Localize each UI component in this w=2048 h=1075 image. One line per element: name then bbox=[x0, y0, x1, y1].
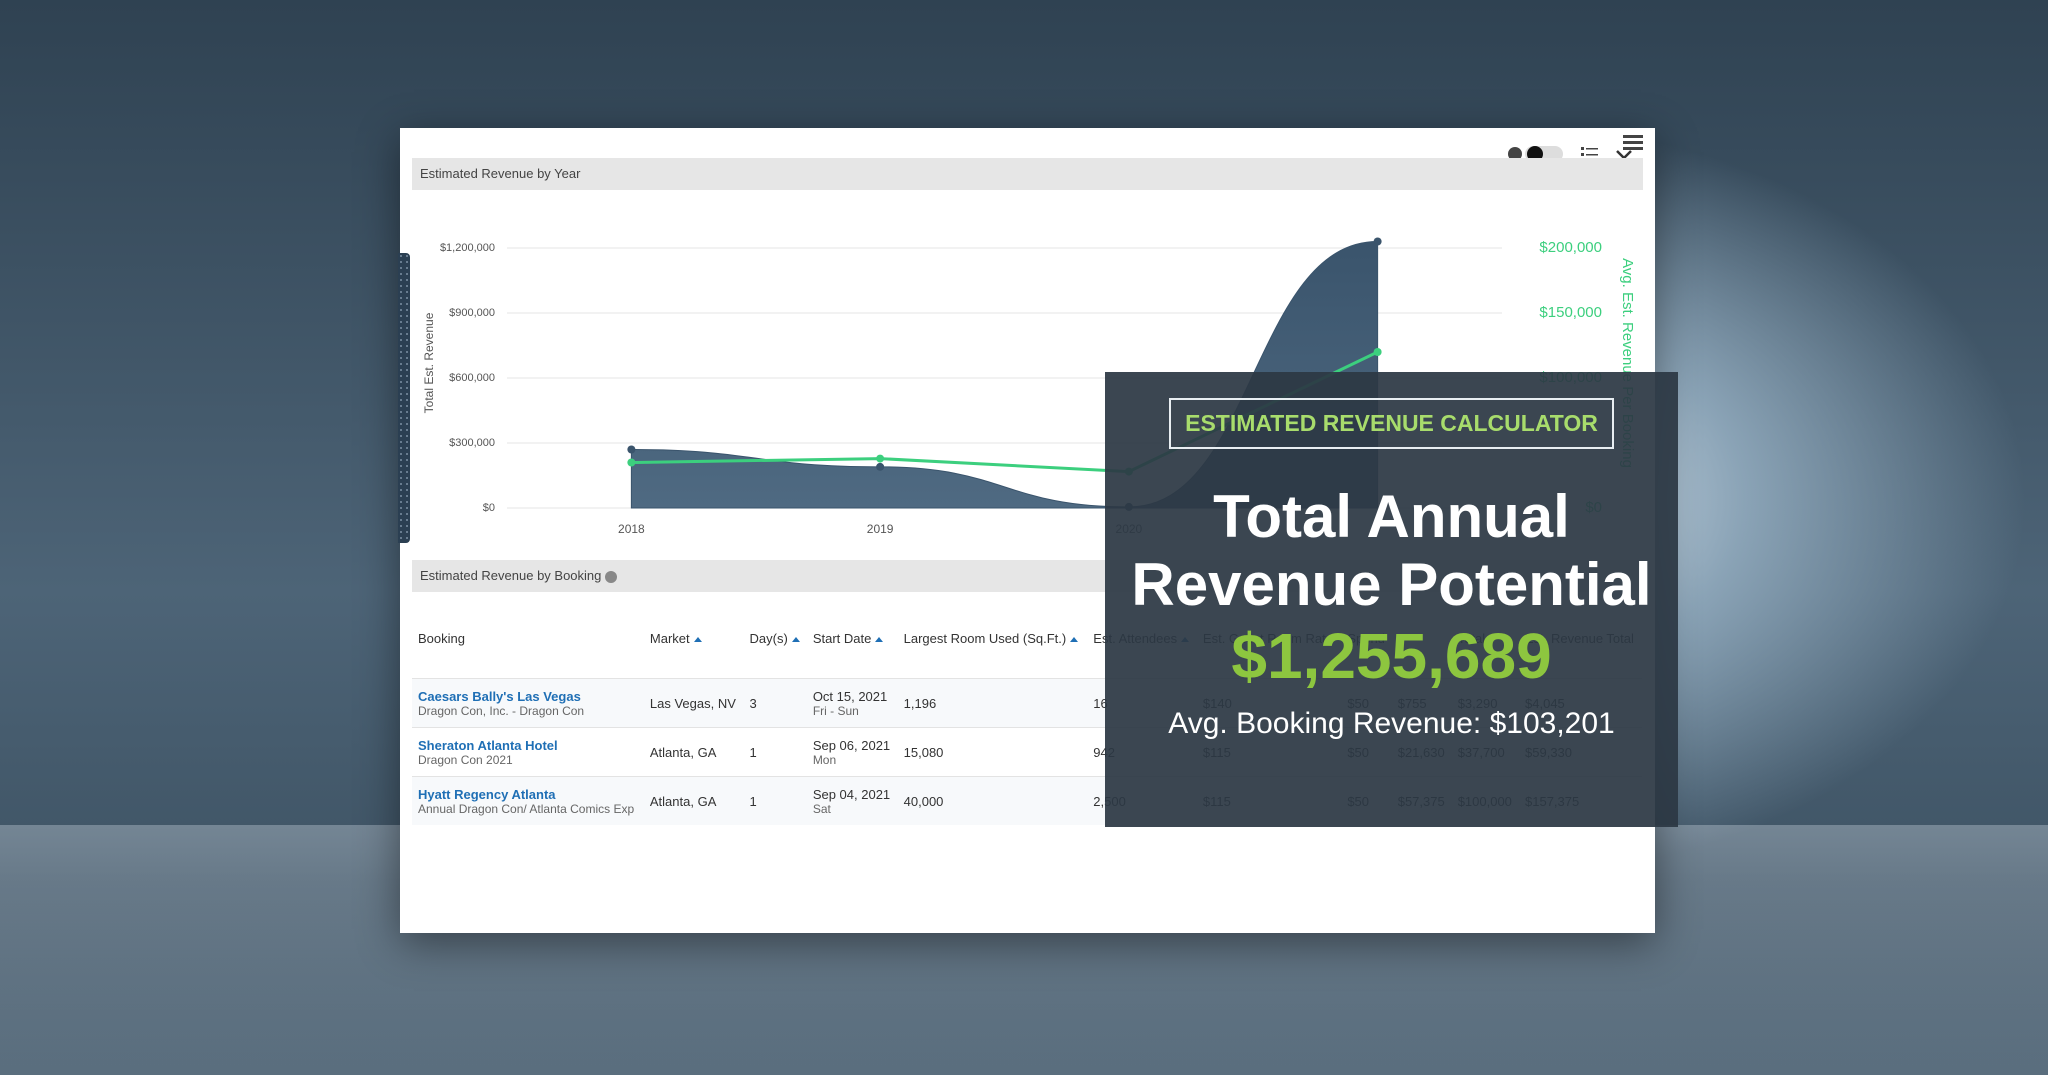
cell-main: Oct 15, 2021 bbox=[812, 688, 888, 704]
column-header: Start Date bbox=[807, 598, 898, 679]
column-header: Largest Room Used (Sq.Ft.) bbox=[898, 598, 1088, 679]
heading-line: Total Annual bbox=[1213, 483, 1570, 550]
cell-text: 1,196 bbox=[903, 695, 937, 711]
total-revenue: $1,255,689 bbox=[1231, 620, 1552, 692]
table-cell: 1 bbox=[743, 776, 807, 825]
column-header: Market bbox=[644, 598, 744, 679]
table-cell: Sep 06, 2021 Mon bbox=[806, 727, 898, 777]
y-tick-label: $600,000 bbox=[449, 372, 495, 384]
cell-main[interactable]: Caesars Bally's Las Vegas bbox=[418, 688, 581, 704]
table-cell: 15,080 bbox=[897, 727, 1088, 777]
table-cell: Atlanta, GA bbox=[643, 727, 744, 777]
table-cell: Las Vegas, NV bbox=[643, 678, 744, 728]
y-axis-title: Total Est. Revenue bbox=[422, 312, 436, 413]
column-header: Day(s) bbox=[744, 598, 807, 679]
sort-icon[interactable] bbox=[693, 636, 702, 642]
badge: ESTIMATED REVENUE CALCULATOR bbox=[1169, 398, 1614, 449]
y-tick-label: $900,000 bbox=[449, 307, 495, 319]
y2-tick-label: $150,000 bbox=[1539, 304, 1602, 321]
menu-icon[interactable] bbox=[1623, 132, 1643, 152]
column-title: Start Date bbox=[812, 630, 872, 646]
cell-text: 1 bbox=[749, 793, 757, 809]
column-title: Booking bbox=[418, 630, 465, 646]
area-point bbox=[1373, 237, 1382, 246]
revenue-overlay: ESTIMATED REVENUE CALCULATOR Total Annua… bbox=[1105, 372, 1678, 827]
cell-sub: Dragon Con 2021 bbox=[418, 752, 513, 767]
side-tab[interactable] bbox=[398, 253, 410, 543]
table-cell: Hyatt Regency Atlanta Annual Dragon Con/ … bbox=[412, 776, 644, 825]
table-cell: Oct 15, 2021 Fri - Sun bbox=[806, 678, 898, 728]
cell-text: 1 bbox=[749, 744, 757, 760]
table-cell: Sheraton Atlanta Hotel Dragon Con 2021 bbox=[412, 727, 644, 777]
cell-text: 15,080 bbox=[903, 744, 944, 760]
sort-icon[interactable] bbox=[1070, 636, 1079, 642]
y-tick-label: $0 bbox=[483, 502, 495, 514]
cell-text: 16 bbox=[1093, 695, 1108, 711]
info-icon[interactable] bbox=[605, 570, 618, 583]
line-point bbox=[1373, 348, 1382, 356]
cell-main[interactable]: Hyatt Regency Atlanta bbox=[418, 786, 556, 802]
average-revenue: Avg. Booking Revenue: $103,201 bbox=[1168, 707, 1615, 740]
chart-title: Estimated Revenue by Year bbox=[420, 166, 581, 181]
cell-main: Sep 06, 2021 bbox=[812, 737, 891, 753]
cell-text: Atlanta, GA bbox=[649, 744, 717, 760]
table-cell: 40,000 bbox=[897, 776, 1088, 825]
line-point bbox=[627, 458, 636, 467]
sort-icon[interactable] bbox=[791, 636, 800, 642]
column-title: Largest Room Used (Sq.Ft.) bbox=[903, 630, 1067, 646]
chart-header: Estimated Revenue by Year bbox=[412, 158, 1643, 190]
cell-sub: Dragon Con, Inc. - Dragon Con bbox=[418, 703, 585, 718]
cell-text: Atlanta, GA bbox=[649, 793, 717, 809]
heading-line: Revenue Potential bbox=[1131, 551, 1652, 618]
line-point bbox=[876, 454, 885, 463]
cell-main[interactable]: Sheraton Atlanta Hotel bbox=[418, 737, 558, 753]
table-title: Estimated Revenue by Booking bbox=[420, 568, 602, 583]
table-cell: 3 bbox=[743, 678, 807, 728]
cell-main: Sep 04, 2021 bbox=[812, 786, 891, 802]
y-tick-label: $1,200,000 bbox=[440, 242, 495, 254]
table-cell: 1 bbox=[743, 727, 807, 777]
heading: Total Annual Revenue Potential bbox=[1105, 483, 1678, 619]
table-cell: Atlanta, GA bbox=[643, 776, 744, 825]
cell-text: 40,000 bbox=[903, 793, 944, 809]
y2-tick-label: $200,000 bbox=[1539, 239, 1602, 256]
sort-icon[interactable] bbox=[875, 636, 884, 642]
cell-text: 3 bbox=[749, 695, 757, 711]
area-point bbox=[627, 445, 636, 454]
table-cell: 1,196 bbox=[897, 678, 1088, 728]
column-header: Booking bbox=[412, 598, 644, 679]
table-cell: Sep 04, 2021 Sat bbox=[806, 776, 898, 825]
cell-sub: Annual Dragon Con/ Atlanta Comics Exp bbox=[418, 801, 635, 816]
cell-sub: Mon bbox=[812, 752, 837, 767]
column-title: Market bbox=[649, 630, 690, 646]
y-tick-label: $300,000 bbox=[449, 437, 495, 449]
column-title: Day(s) bbox=[749, 630, 788, 646]
x-tick-label: 2019 bbox=[867, 522, 894, 536]
x-tick-label: 2018 bbox=[618, 522, 645, 536]
cell-sub: Fri - Sun bbox=[812, 703, 859, 718]
cell-sub: Sat bbox=[812, 801, 831, 816]
table-cell: Caesars Bally's Las Vegas Dragon Con, Inc… bbox=[412, 678, 644, 728]
area-point bbox=[876, 462, 885, 471]
cell-text: Las Vegas, NV bbox=[649, 695, 736, 711]
